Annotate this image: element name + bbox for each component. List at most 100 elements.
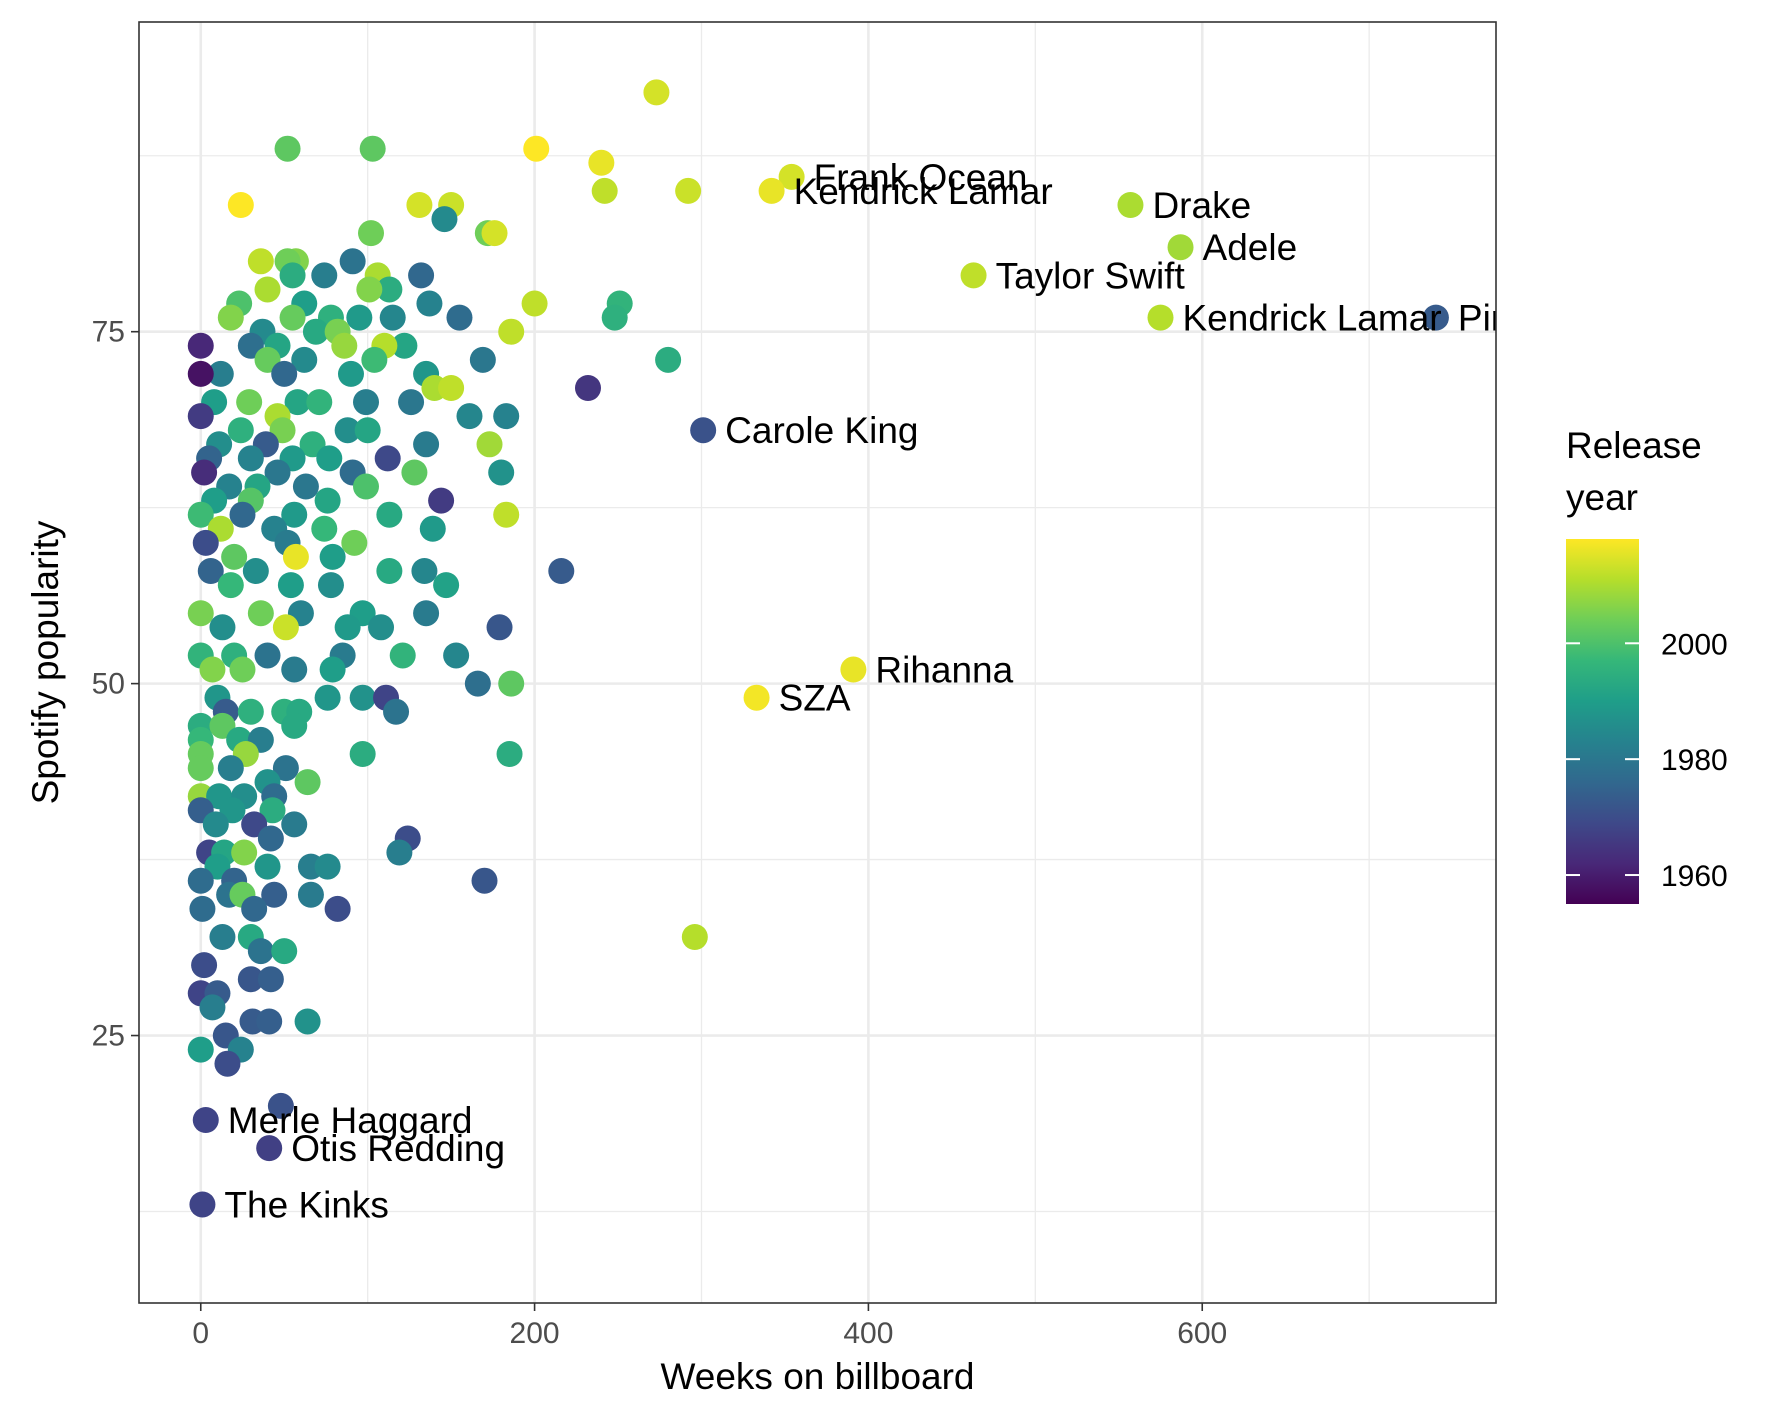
data-point [471, 867, 498, 894]
data-point [311, 515, 338, 542]
data-point [431, 206, 458, 233]
y-tick-label: 50 [92, 668, 125, 701]
point-label: Merle Haggard [228, 1100, 473, 1141]
data-point [281, 811, 308, 838]
data-point [413, 600, 440, 627]
data-point [588, 149, 615, 176]
data-point [254, 853, 281, 880]
labeled-data-point [840, 656, 867, 683]
data-point [389, 642, 416, 669]
data-point [199, 656, 226, 683]
data-point [643, 79, 670, 106]
legend-ticks: 1960 1980 2000 [1566, 628, 1728, 893]
data-point [374, 445, 401, 472]
legend-tick-label: 1960 [1661, 860, 1728, 893]
data-point [601, 304, 628, 331]
data-point [214, 1050, 241, 1077]
data-point [353, 473, 380, 500]
data-point [187, 1036, 214, 1063]
data-point [311, 262, 338, 289]
data-points [187, 79, 1449, 1218]
data-point [353, 389, 380, 416]
data-point [257, 966, 284, 993]
data-point [464, 670, 491, 697]
data-point [681, 924, 708, 950]
data-point [428, 487, 455, 514]
data-point [197, 558, 224, 584]
data-point [237, 445, 264, 472]
data-point [242, 558, 269, 584]
labeled-data-point [758, 177, 785, 204]
labeled-data-point [690, 417, 717, 444]
data-point [339, 248, 366, 275]
data-point [254, 642, 281, 669]
legend-tick-label: 1980 [1661, 744, 1728, 777]
labeled-data-point [1422, 304, 1449, 331]
point-label: Kendrick Lamar [794, 171, 1053, 212]
labeled-data-point [960, 262, 987, 289]
data-point [349, 684, 376, 711]
data-point [591, 177, 618, 204]
y-tick-label: 75 [92, 316, 125, 349]
data-point [406, 192, 433, 218]
data-point [209, 924, 236, 950]
data-point [523, 135, 550, 162]
data-point [189, 895, 216, 922]
data-point [229, 656, 256, 683]
data-point [229, 501, 256, 528]
data-point [256, 1008, 283, 1035]
data-point [486, 614, 513, 641]
data-point [574, 375, 601, 401]
data-point [443, 642, 470, 669]
data-point [361, 346, 388, 373]
data-point [675, 177, 702, 204]
data-point [314, 853, 341, 880]
data-point [433, 572, 460, 599]
data-point [368, 614, 395, 641]
data-point [376, 558, 403, 584]
data-point [334, 614, 361, 641]
labeled-data-point [189, 1191, 216, 1218]
data-point [411, 558, 438, 584]
data-point [391, 332, 418, 359]
data-point [655, 346, 682, 373]
data-point [191, 459, 218, 486]
point-label: Carole King [725, 410, 918, 451]
data-point [331, 332, 358, 359]
data-point [498, 670, 525, 697]
data-point [292, 473, 319, 500]
data-point [337, 360, 364, 387]
data-point [416, 290, 443, 317]
data-point [264, 459, 291, 486]
data-point [488, 459, 515, 486]
x-tick-label: 600 [1177, 1317, 1227, 1350]
point-label: Drake [1152, 185, 1251, 226]
point-label: Frank Ocean [814, 157, 1028, 198]
x-tick-label: 200 [510, 1317, 560, 1350]
data-point [281, 656, 308, 683]
data-point [376, 276, 403, 303]
data-point [548, 558, 575, 584]
data-point [334, 417, 361, 444]
data-point [456, 403, 483, 430]
data-point [521, 290, 548, 317]
data-point [187, 332, 214, 359]
labeled-data-point [256, 1135, 283, 1162]
point-label: Otis Redding [291, 1128, 505, 1169]
panel-border [138, 21, 1497, 1304]
legend-tick-label: 2000 [1661, 628, 1728, 661]
x-tick-label: 0 [192, 1317, 209, 1350]
data-point [291, 346, 318, 373]
data-point [277, 572, 304, 599]
data-point [481, 220, 508, 247]
data-point [294, 1008, 321, 1035]
data-point [217, 572, 244, 599]
data-point [282, 543, 309, 570]
data-point [199, 994, 226, 1021]
data-point [408, 262, 435, 289]
data-point [257, 825, 284, 852]
data-point [247, 248, 274, 275]
data-point [187, 501, 214, 528]
labeled-data-point [743, 684, 770, 711]
